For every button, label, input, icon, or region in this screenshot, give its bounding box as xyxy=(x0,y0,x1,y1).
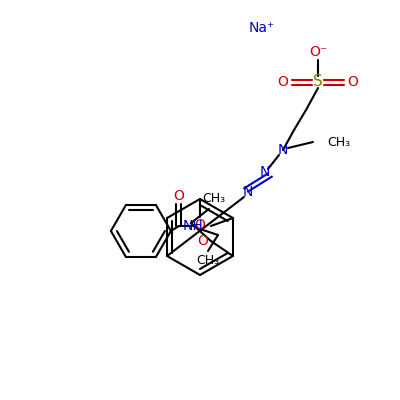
Text: CH₃: CH₃ xyxy=(196,254,220,268)
Text: NH: NH xyxy=(182,219,203,233)
Text: O: O xyxy=(278,75,288,89)
Text: N: N xyxy=(278,143,288,157)
Text: S: S xyxy=(313,74,323,90)
Text: N: N xyxy=(260,165,270,179)
Text: Na⁺: Na⁺ xyxy=(249,21,275,35)
Text: O⁻: O⁻ xyxy=(309,45,327,59)
Text: N: N xyxy=(243,185,253,199)
Text: O: O xyxy=(194,218,206,232)
Text: CH₃: CH₃ xyxy=(327,136,350,148)
Text: CH₃: CH₃ xyxy=(202,192,226,206)
Text: O: O xyxy=(348,75,358,89)
Text: O: O xyxy=(174,189,184,203)
Text: O: O xyxy=(198,234,208,248)
